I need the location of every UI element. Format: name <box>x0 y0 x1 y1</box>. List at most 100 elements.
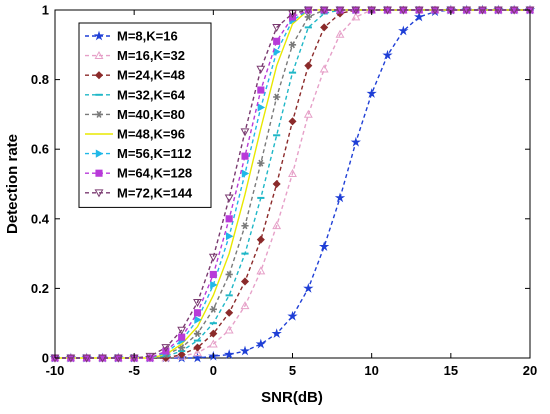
data-point <box>493 6 503 15</box>
data-point <box>334 192 346 203</box>
x-tick-label: 20 <box>523 363 537 378</box>
legend-label: M=56,K=112 <box>117 146 191 161</box>
x-tick-label: 10 <box>364 363 378 378</box>
data-point <box>430 6 440 15</box>
data-point <box>304 13 312 21</box>
legend-label: M=8,K=16 <box>117 29 178 44</box>
data-point <box>383 6 392 15</box>
x-tick-label: 0 <box>210 363 217 378</box>
data-point <box>178 333 186 341</box>
data-point <box>366 88 377 98</box>
data-point <box>478 6 487 15</box>
legend-marker <box>93 30 105 41</box>
data-point <box>98 354 107 363</box>
data-point <box>509 6 519 15</box>
data-point <box>177 350 186 359</box>
y-tick-label: 1 <box>42 3 49 18</box>
data-point <box>288 41 297 49</box>
data-point <box>208 253 218 262</box>
legend-item: M=72,K=144 <box>85 185 193 200</box>
data-point <box>257 86 265 94</box>
data-point <box>398 25 409 36</box>
data-point <box>273 93 281 101</box>
data-point <box>240 301 250 310</box>
data-point <box>209 305 217 313</box>
data-point <box>303 6 313 15</box>
x-axis-title: SNR(dB) <box>261 389 323 406</box>
data-point <box>272 179 281 189</box>
data-point <box>241 152 249 160</box>
legend-marker <box>95 169 103 177</box>
data-point <box>224 194 234 203</box>
data-point <box>225 308 234 317</box>
data-point <box>146 354 154 362</box>
legend-marker <box>95 110 103 118</box>
legend-label: M=64,K=128 <box>117 166 192 181</box>
data-point <box>335 29 345 38</box>
data-point <box>319 241 330 252</box>
data-point <box>257 159 265 167</box>
legend-label: M=16,K=32 <box>117 48 185 63</box>
data-point <box>273 37 281 45</box>
x-tick-label: -5 <box>128 363 140 378</box>
data-point <box>288 168 297 177</box>
data-point <box>255 338 266 349</box>
data-point <box>224 325 234 334</box>
data-point <box>351 12 361 21</box>
x-tick-label: 15 <box>444 363 458 378</box>
legend-label: M=32,K=64 <box>117 87 186 102</box>
data-point <box>350 136 361 147</box>
data-point <box>177 326 187 335</box>
data-point <box>304 61 313 70</box>
data-point <box>210 280 218 290</box>
data-point <box>256 235 265 244</box>
data-point <box>194 315 202 324</box>
legend-marker <box>95 149 104 158</box>
data-point <box>414 6 424 15</box>
legend-marker <box>94 50 104 59</box>
data-point <box>240 128 250 137</box>
y-tick-label: 0.4 <box>31 211 50 226</box>
data-point <box>113 354 123 363</box>
data-point <box>271 328 282 339</box>
data-point <box>367 6 377 15</box>
legend-item: M=24,K=48 <box>85 68 185 83</box>
y-tick-label: 0.8 <box>31 72 49 87</box>
x-tick-label: 5 <box>289 363 296 378</box>
data-point <box>272 221 282 230</box>
data-point <box>193 348 202 357</box>
legend-label: M=24,K=48 <box>117 68 185 83</box>
legend-item: M=48,K=96 <box>85 127 185 142</box>
data-point <box>145 352 155 361</box>
data-point <box>193 298 202 307</box>
data-point <box>240 277 250 286</box>
data-point <box>257 103 266 112</box>
legend-marker <box>94 71 104 80</box>
data-point <box>462 6 472 15</box>
data-point <box>82 354 92 363</box>
x-tick-label: -10 <box>46 363 65 378</box>
legend-label: M=72,K=144 <box>117 185 193 200</box>
data-point <box>288 117 297 126</box>
legend-label: M=40,K=80 <box>117 107 185 122</box>
y-tick-label: 0.6 <box>31 142 49 157</box>
data-point <box>382 49 393 60</box>
data-point <box>319 6 329 15</box>
data-point <box>161 344 171 353</box>
legend-label: M=48,K=96 <box>117 127 185 142</box>
data-point <box>208 339 218 348</box>
legend: M=8,K=16 M=16,K=32 M=24,K=48 M=32,K=64 M=40,… <box>78 22 212 208</box>
data-point <box>66 354 76 363</box>
legend-item: M=16,K=32 <box>85 48 185 63</box>
data-point <box>272 24 282 33</box>
data-point <box>319 64 329 73</box>
data-point <box>256 266 266 275</box>
legend-item: M=32,K=64 <box>85 87 186 102</box>
legend-item: M=8,K=16 <box>85 29 178 44</box>
data-point <box>241 222 249 230</box>
data-point <box>241 169 250 178</box>
data-point <box>239 345 251 356</box>
legend-item: M=40,K=80 <box>85 107 185 122</box>
y-axis-title: Detection rate <box>4 134 21 234</box>
